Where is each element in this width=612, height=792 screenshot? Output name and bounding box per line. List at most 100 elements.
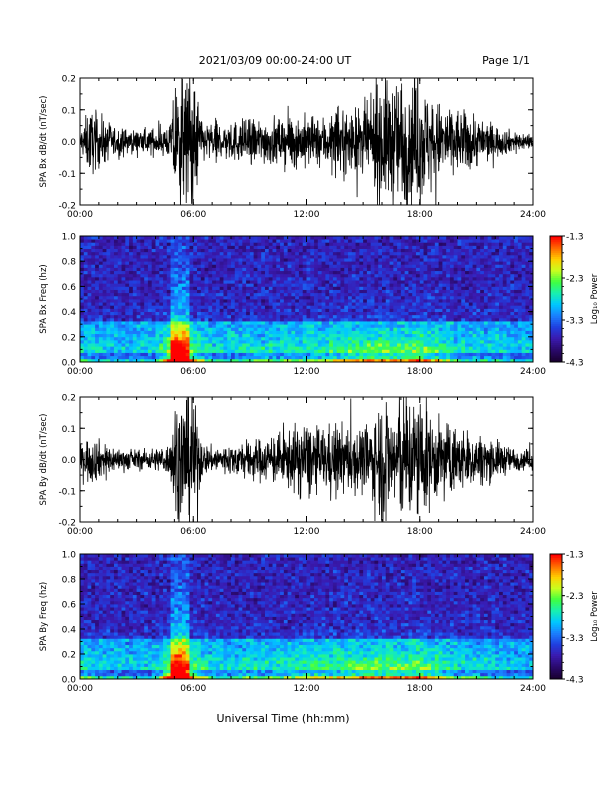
spectrogram-cell [355,302,360,306]
spectrogram-cell [389,273,394,278]
spectrogram-cell [121,317,126,322]
spectrogram-cell [336,355,341,360]
spectrogram-cell [446,248,451,253]
spectrogram-cell [374,352,379,357]
spectrogram-cell [249,276,255,281]
spectrogram-cell [280,276,285,281]
spectrogram-cell [204,327,209,331]
spectrogram-cell [238,314,243,319]
spectrogram-cell [344,336,349,341]
spectrogram-cell [212,267,217,272]
spectrogram-cell [174,314,179,319]
spectrogram-cell [427,339,432,344]
spectrogram-cell [382,333,387,338]
spectrogram-cell [181,336,187,341]
spectrogram-cell [117,311,122,316]
spectrogram-cell [144,308,149,312]
spectrogram-cell [378,245,383,249]
spectrogram-cell [125,239,130,243]
spectrogram-cell [336,330,341,335]
spectrogram-cell [419,339,424,344]
spectrogram-cell [155,302,160,306]
spectrogram-cell [83,273,88,278]
spectrogram-cell [147,273,153,278]
spectrogram-cell [434,339,440,344]
spectrogram-cell [249,336,255,341]
spectrogram-cell [163,245,168,249]
spectrogram-cell [359,352,364,357]
spectrogram-cell [382,261,387,265]
colorbar-segment [550,252,562,256]
spectrogram-cell [242,330,247,335]
spectrogram-cell [472,280,477,284]
spectrogram-cell [310,239,315,243]
spectrogram-cell [321,292,326,297]
spectrogram-cell [468,308,473,312]
spectrogram-cell [110,358,115,363]
spectrogram-cell [506,324,511,328]
spectrogram-cell [491,295,496,300]
spectrogram-cell [397,311,402,316]
spectrogram-cell [136,295,141,300]
spectrogram-cell [147,270,153,275]
spectrogram-cell [261,245,266,249]
spectrogram-cell [231,352,236,357]
spectrogram-cell [208,305,213,309]
spectrogram-cell [434,251,440,256]
spectrogram-cell [348,264,353,268]
spectrogram-cell [363,289,368,294]
spectrogram-cell [382,242,387,246]
spectrogram-cell [306,267,311,272]
spectrogram-cell [434,314,440,319]
spectrogram-cell [80,261,85,265]
spectrogram-cell [246,236,251,240]
spectrogram-cell [121,258,126,262]
spectrogram-cell [442,267,447,272]
spectrogram-cell [200,267,205,272]
spectrogram-cell [510,248,515,253]
spectrogram-cell [246,349,251,353]
spectrogram-cell [431,343,436,347]
spectrogram-cell [476,324,481,328]
spectrogram-cell [223,355,228,360]
spectrogram-cell [193,317,198,322]
spectrogram-cell [106,276,111,281]
spectrogram-cell [366,273,372,278]
spectrogram-cell [159,358,164,363]
spectrogram-cell [336,324,341,328]
spectrogram-cell [117,317,122,322]
spectrogram-cell [310,245,315,249]
spectrogram-cell [314,270,319,275]
spectrogram-cell [174,311,179,316]
spectrogram-cell [378,258,383,262]
spectrogram-cell [136,311,141,316]
spectrogram-cell [453,239,458,243]
spectrogram-cell [87,330,92,335]
spectrogram-cell [434,283,440,287]
spectrogram-cell [355,289,360,294]
spectrogram-cell [227,321,232,325]
spectrogram-cell [442,358,447,363]
spectrogram-cell [83,314,88,319]
spectrogram-cell [257,236,262,240]
spectrogram-cell [370,352,375,357]
spectrogram-cell [298,358,304,363]
spectrogram-cell [382,314,387,319]
spectrogram-cell [442,286,447,290]
spectrogram-cell [178,317,183,322]
spectrogram-cell [197,305,202,309]
spectrogram-cell [465,355,470,360]
spectrogram-cell [442,302,447,306]
spectrogram-cell [351,261,356,265]
spectrogram-cell [140,280,145,284]
spectrogram-cell [389,276,394,281]
spectrogram-cell [446,289,451,294]
spectrogram-cell [231,245,236,249]
spectrogram-cell [363,311,368,316]
spectrogram-cell [351,248,356,253]
spectrogram-cell [434,311,440,316]
spectrogram-cell [136,264,141,268]
spectrogram-cell [185,236,190,240]
spectrogram-cell [197,254,202,259]
spectrogram-cell [291,289,296,294]
